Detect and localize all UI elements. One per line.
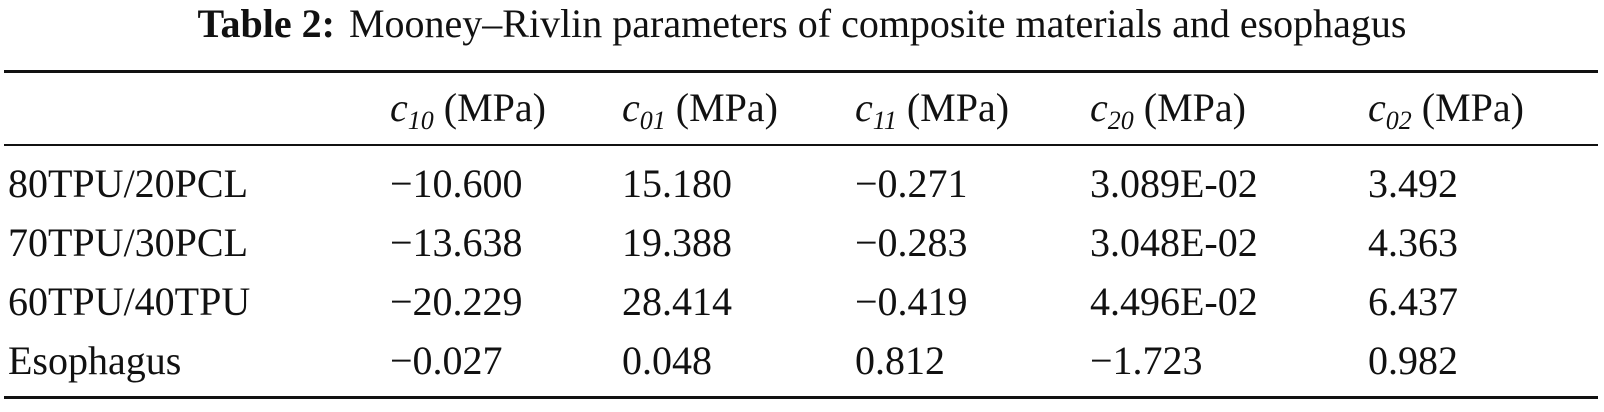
row-label: 60TPU/40TPU [8, 279, 251, 324]
row-label: 80TPU/20PCL [8, 161, 249, 206]
header-subscript: 10 [407, 106, 434, 135]
table-cell: −0.027 [390, 338, 503, 383]
table-cell: 0.982 [1368, 338, 1458, 383]
table-cell: 28.414 [622, 279, 732, 324]
table-cell: −13.638 [390, 220, 523, 265]
header-symbol: c [622, 85, 640, 130]
bottom-rule [4, 396, 1598, 399]
header-unit: (MPa) [906, 85, 1010, 130]
header-subscript: 11 [872, 106, 897, 135]
table-cell: −1.723 [1090, 338, 1203, 383]
table-cell: 4.363 [1368, 220, 1458, 265]
column-header: c01 (MPa) [622, 84, 778, 145]
top-rule [4, 70, 1598, 73]
caption-label: Table 2: [197, 1, 335, 46]
table-cell: 19.388 [622, 220, 732, 265]
table-cell: 15.180 [622, 161, 732, 206]
header-symbol: c [1368, 85, 1386, 130]
header-subscript: 01 [639, 106, 666, 135]
header-unit: (MPa) [1421, 85, 1524, 130]
column-header: c11 (MPa) [855, 84, 1009, 145]
row-label: Esophagus [8, 338, 182, 383]
header-unit: (MPa) [1143, 85, 1246, 130]
table-cell: 4.496E-02 [1090, 279, 1258, 324]
table-cell: −0.283 [855, 220, 968, 265]
header-subscript: 02 [1385, 106, 1412, 135]
header-rule [4, 144, 1598, 146]
table-cell: 3.048E-02 [1090, 220, 1258, 265]
table-cell: 0.048 [622, 338, 712, 383]
row-label: 70TPU/30PCL [8, 220, 249, 265]
header-unit: (MPa) [675, 85, 778, 130]
table-cell: 3.089E-02 [1090, 161, 1258, 206]
table-cell: −0.271 [855, 161, 968, 206]
column-header: c02 (MPa) [1368, 84, 1524, 145]
header-symbol: c [390, 85, 408, 130]
table-caption: Table 2: Mooney–Rivlin parameters of comp… [0, 0, 1604, 48]
table-cell: 0.812 [855, 338, 945, 383]
table-cell: −0.419 [855, 279, 968, 324]
header-subscript: 20 [1107, 106, 1134, 135]
column-header: c20 (MPa) [1090, 84, 1246, 145]
table-cell: −10.600 [390, 161, 523, 206]
header-unit: (MPa) [443, 85, 546, 130]
table-cell: 6.437 [1368, 279, 1458, 324]
table-cell: 3.492 [1368, 161, 1458, 206]
header-symbol: c [1090, 85, 1108, 130]
caption-text: Mooney–Rivlin parameters of composite ma… [348, 1, 1407, 46]
header-symbol: c [855, 85, 873, 130]
column-header: c10 (MPa) [390, 84, 546, 145]
table-cell: −20.229 [390, 279, 523, 324]
